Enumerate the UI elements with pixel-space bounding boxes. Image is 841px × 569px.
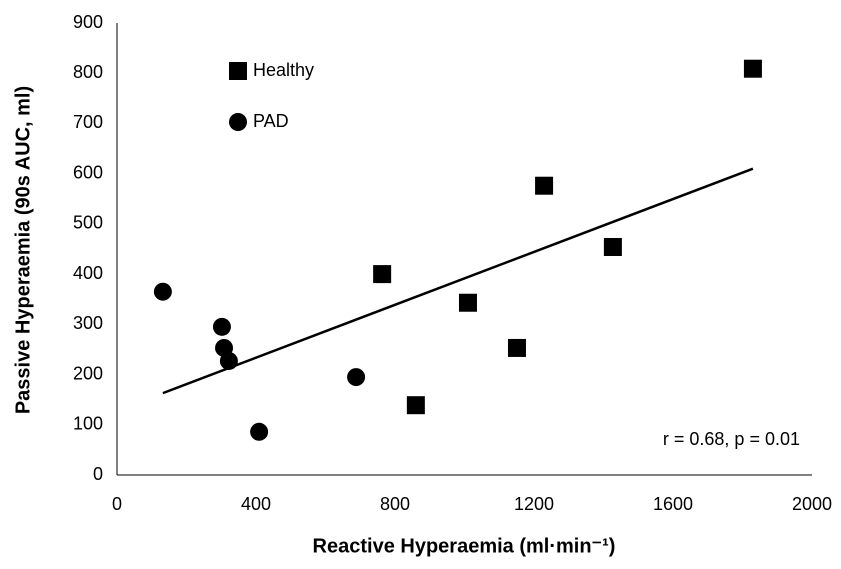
- y-tick-label: 900: [73, 12, 103, 32]
- legend-label: Healthy: [253, 60, 314, 80]
- x-axis-label: Reactive Hyperaemia (ml·min⁻¹): [313, 535, 616, 557]
- point: [373, 265, 392, 284]
- point: [603, 237, 622, 256]
- y-tick-label: 800: [73, 62, 103, 82]
- point: [743, 59, 762, 78]
- legend-label: PAD: [253, 111, 289, 131]
- x-tick-label: 400: [241, 494, 271, 514]
- point: [219, 351, 238, 370]
- x-tick-label: 1200: [514, 494, 554, 514]
- y-axis-label: Passive Hyperaemia (90s AUC, ml): [12, 86, 34, 414]
- point: [535, 176, 554, 195]
- point: [406, 396, 425, 415]
- legend-marker: [229, 62, 247, 80]
- x-tick-label: 1600: [653, 494, 693, 514]
- annotation: r = 0.68, p = 0.01: [663, 429, 800, 449]
- point: [153, 282, 172, 301]
- y-tick-label: 0: [93, 464, 103, 484]
- y-tick-label: 400: [73, 263, 103, 283]
- y-tick-label: 700: [73, 112, 103, 132]
- y-tick-label: 600: [73, 162, 103, 182]
- point: [458, 293, 477, 312]
- y-tick-label: 100: [73, 414, 103, 434]
- point: [250, 422, 269, 441]
- x-tick-label: 2000: [792, 494, 832, 514]
- point: [212, 317, 231, 336]
- trendline: [162, 167, 754, 395]
- x-tick-label: 0: [112, 494, 122, 514]
- point: [347, 368, 366, 387]
- point: [507, 338, 526, 357]
- legend-marker: [229, 113, 247, 131]
- y-tick-label: 500: [73, 213, 103, 233]
- y-tick-label: 300: [73, 313, 103, 333]
- y-tick-label: 200: [73, 363, 103, 383]
- x-tick-label: 800: [380, 494, 410, 514]
